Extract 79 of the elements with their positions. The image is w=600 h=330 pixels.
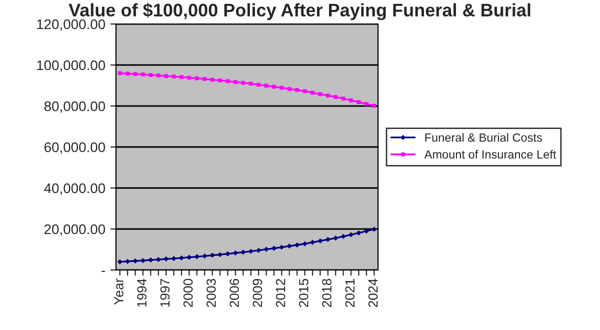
x-tick-label: 2012 <box>276 278 286 308</box>
y-tick-label: 100,000.00 <box>37 60 106 72</box>
point <box>225 251 230 256</box>
point <box>271 246 277 251</box>
x-tick-label: 2006 <box>230 278 239 308</box>
point <box>341 96 346 101</box>
point <box>279 244 284 250</box>
point <box>126 72 130 76</box>
point <box>325 236 330 242</box>
point <box>310 90 314 95</box>
x-tick-label: 2024 <box>368 278 378 308</box>
x-tick-label: 2000 <box>183 278 193 308</box>
point <box>194 254 200 260</box>
point <box>210 78 214 82</box>
point <box>164 74 168 78</box>
y-tick-label: 120,000.00 <box>37 19 106 31</box>
x-tick-label: 1997 <box>160 278 170 307</box>
point <box>141 72 145 76</box>
point <box>333 235 338 241</box>
y-tick-label: 80,000.00 <box>44 101 106 113</box>
point <box>233 80 238 84</box>
legend-label: Amount of Insurance Left <box>424 150 556 159</box>
point <box>326 94 330 98</box>
y-tick-label: 40,000.00 <box>44 183 106 195</box>
x-tick-label: 2018 <box>322 278 332 308</box>
point <box>286 243 292 249</box>
point <box>372 226 377 232</box>
point <box>349 98 353 102</box>
point <box>356 230 362 236</box>
point <box>364 102 368 106</box>
y-tick-label: - <box>102 270 105 272</box>
x-tick-label: Year <box>114 278 124 305</box>
point <box>148 73 153 77</box>
point <box>348 232 354 238</box>
x-tick-label: 1994 <box>137 278 147 307</box>
point <box>318 238 323 244</box>
point <box>171 256 176 262</box>
point <box>372 104 376 108</box>
point <box>132 258 138 264</box>
point <box>256 82 261 87</box>
point <box>180 75 184 80</box>
point <box>240 250 246 255</box>
point <box>295 88 300 92</box>
point <box>210 252 215 258</box>
point <box>156 74 160 78</box>
point <box>356 100 361 104</box>
x-tick-label: 2015 <box>298 278 308 308</box>
x-tick-label: 2021 <box>345 278 355 308</box>
point <box>117 259 122 264</box>
point <box>318 92 322 96</box>
point <box>118 71 122 76</box>
point <box>272 84 276 89</box>
point <box>310 240 316 245</box>
point <box>340 234 346 239</box>
point <box>248 248 254 254</box>
legend-label: Funeral & Burial Costs <box>425 133 542 142</box>
x-tick-label: 2009 <box>252 278 262 308</box>
point <box>194 76 199 80</box>
point <box>241 80 246 85</box>
point <box>287 87 292 91</box>
point <box>302 241 308 246</box>
point <box>364 228 369 234</box>
point <box>172 74 176 78</box>
point <box>186 254 192 260</box>
point <box>148 257 154 263</box>
point <box>202 254 208 259</box>
point <box>133 72 138 76</box>
point <box>156 256 161 262</box>
point <box>264 246 269 252</box>
y-tick-label: 20,000.00 <box>44 224 106 236</box>
y-tick-label: 60,000.00 <box>44 142 106 154</box>
chart-title: Value of $100,000 Policy After Paying Funeral & Burial <box>68 2 530 20</box>
point <box>256 248 262 253</box>
point <box>248 82 253 86</box>
point <box>334 95 338 99</box>
x-tick-label: 2003 <box>206 278 216 308</box>
point <box>218 78 222 82</box>
point <box>280 86 284 90</box>
point <box>202 76 207 81</box>
